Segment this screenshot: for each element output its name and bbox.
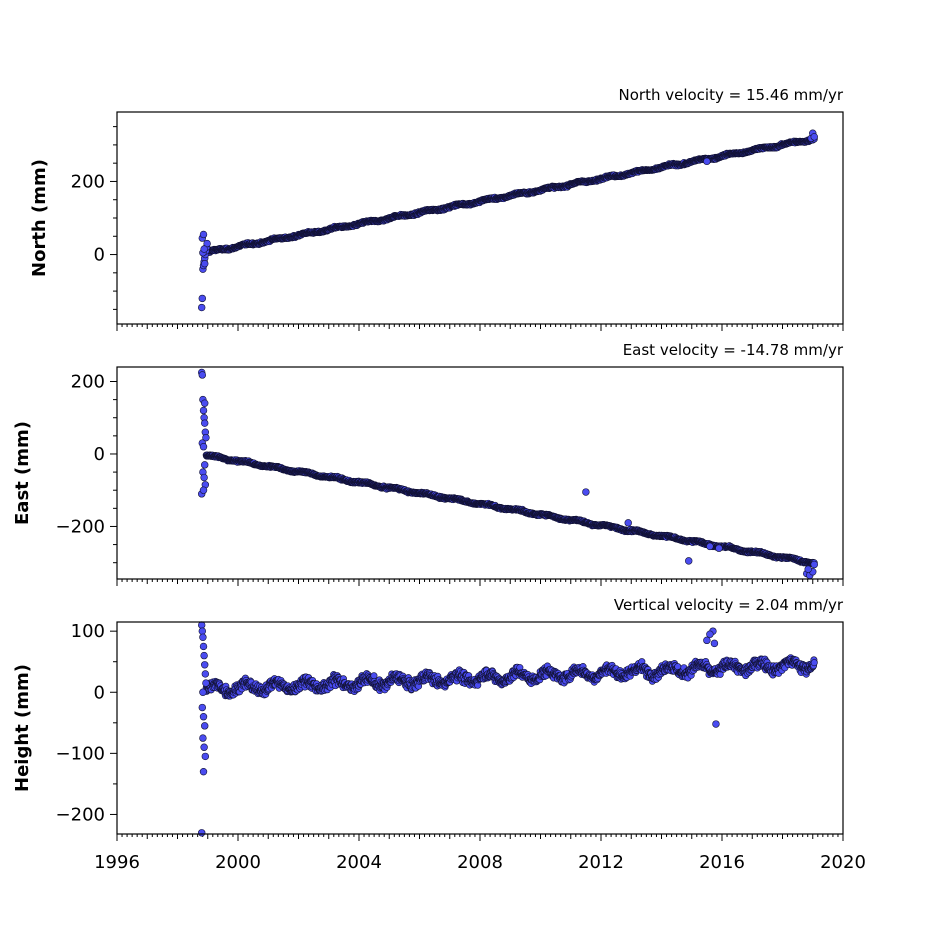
data-point — [706, 542, 714, 551]
y-tick-label: 0 — [94, 245, 105, 266]
data-point — [200, 473, 208, 482]
height-points — [198, 621, 818, 837]
y-tick-label: −100 — [56, 743, 105, 764]
data-point — [199, 230, 208, 239]
east-points — [198, 368, 818, 580]
north-axes-frame — [116, 111, 844, 325]
data-point — [201, 461, 209, 469]
y-tick-label: −200 — [56, 516, 105, 537]
data-point — [199, 443, 208, 451]
data-point — [201, 419, 209, 427]
y-tick-label: 100 — [71, 621, 105, 642]
east-ticks: −200 0 200 — [56, 371, 844, 586]
y-tick-label: 0 — [94, 682, 105, 703]
height-title: Vertical velocity = 2.04 mm/yr — [614, 596, 844, 614]
y-tick-label: −200 — [56, 804, 105, 825]
data-point — [198, 303, 206, 312]
data-point — [201, 259, 209, 268]
y-tick-label: 200 — [71, 171, 105, 192]
data-point — [685, 557, 693, 565]
y-tick-label: 0 — [94, 444, 105, 465]
north-points — [198, 129, 818, 312]
data-point — [198, 371, 207, 379]
height-ylabel: Height (mm) — [12, 664, 33, 792]
height-ticks: −200 −100 0 100 — [56, 621, 844, 841]
north-panel: North velocity = 15.46 mm/yr North (mm) … — [29, 86, 844, 331]
east-ylabel: East (mm) — [12, 421, 33, 525]
north-title: North velocity = 15.46 mm/yr — [619, 86, 844, 104]
data-point — [703, 157, 711, 166]
data-point — [810, 133, 818, 141]
y-tick-label: 200 — [71, 371, 105, 392]
data-point — [199, 486, 208, 494]
data-point — [715, 544, 723, 552]
north-ylabel: North (mm) — [29, 159, 50, 277]
east-panel: East velocity = -14.78 mm/yr East (mm) −… — [12, 341, 844, 586]
east-title: East velocity = -14.78 mm/yr — [623, 341, 844, 359]
data-point — [582, 488, 590, 496]
data-point — [198, 294, 207, 303]
data-point — [200, 245, 208, 253]
data-point — [624, 519, 632, 527]
data-point — [810, 560, 818, 569]
data-point — [201, 399, 209, 407]
data-point — [804, 565, 812, 573]
data-point — [199, 406, 208, 415]
height-panel: Vertical velocity = 2.04 mm/yr Height (m… — [12, 596, 844, 841]
